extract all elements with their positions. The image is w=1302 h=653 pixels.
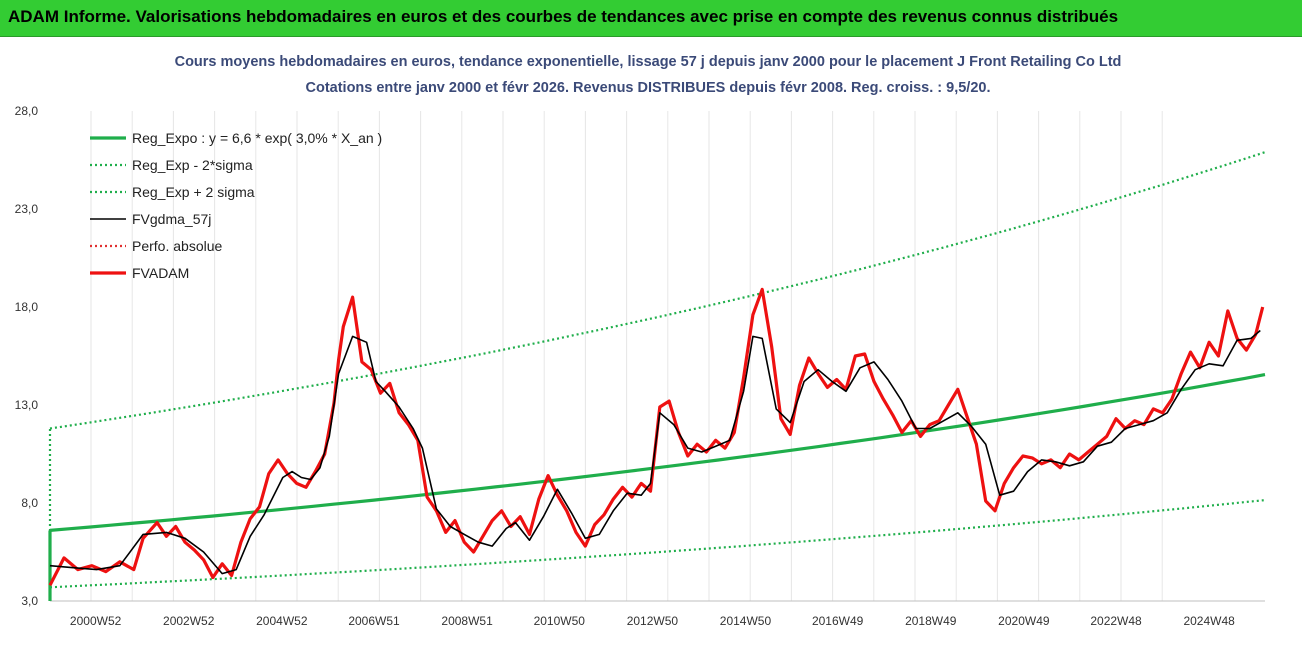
legend-label: Reg_Exp + 2 sigma (132, 184, 255, 200)
chart-grid (90, 111, 1163, 601)
report-title: ADAM Informe. Valorisations hebdomadaire… (8, 7, 1119, 26)
x-tick-label: 2024W48 (1183, 614, 1235, 628)
chart-legend: Reg_Expo : y = 6,6 * exp( 3,0% * X_an ) R… (90, 130, 382, 281)
x-tick-label: 2006W51 (348, 614, 400, 628)
y-tick-label: 3,0 (21, 594, 38, 608)
chart-area: Cours moyens hebdomadaires en euros, ten… (0, 37, 1302, 653)
series-line (49, 373, 1266, 532)
x-tick-label: 2014W50 (720, 614, 772, 628)
x-tick-label: 2020W49 (998, 614, 1050, 628)
legend-label: Reg_Exp - 2*sigma (132, 157, 253, 173)
report-banner: ADAM Informe. Valorisations hebdomadaire… (0, 0, 1302, 37)
legend-label: FVgdma_57j (132, 211, 211, 227)
x-tick-label: 2002W52 (163, 614, 215, 628)
x-tick-label: 2004W52 (256, 614, 308, 628)
x-tick-label: 2016W49 (812, 614, 864, 628)
x-tick-label: 2008W51 (441, 614, 493, 628)
x-tick-label: 2012W50 (627, 614, 679, 628)
series-line (48, 287, 1265, 587)
x-tick-label: 2022W48 (1090, 614, 1142, 628)
series-line (49, 329, 1261, 575)
chart-axes: 3,0 8,0 13,0 18,0 23,0 28,0 2000W52 2002W52 2004… (15, 104, 1265, 628)
x-tick-label: 2018W49 (905, 614, 957, 628)
x-tick-label: 2010W50 (534, 614, 586, 628)
y-tick-label: 23,0 (15, 202, 39, 216)
legend-label: FVADAM (132, 265, 189, 281)
series-line (49, 151, 1266, 430)
chart-subtitle: Cotations entre janv 2000 et févr 2026. … (305, 80, 990, 96)
chart-title: Cours moyens hebdomadaires en euros, ten… (175, 54, 1122, 70)
legend-label: Reg_Expo : y = 6,6 * exp( 3,0% * X_an ) (132, 130, 382, 146)
chart-series (48, 151, 1266, 601)
x-tick-label: 2000W52 (70, 614, 122, 628)
legend-label: Perfo. absolue (132, 238, 222, 254)
y-tick-label: 18,0 (15, 300, 39, 314)
trend-chart: Cours moyens hebdomadaires en euros, ten… (15, 54, 1266, 628)
y-tick-label: 8,0 (21, 496, 38, 510)
y-tick-label: 13,0 (15, 398, 39, 412)
y-tick-label: 28,0 (15, 104, 39, 118)
